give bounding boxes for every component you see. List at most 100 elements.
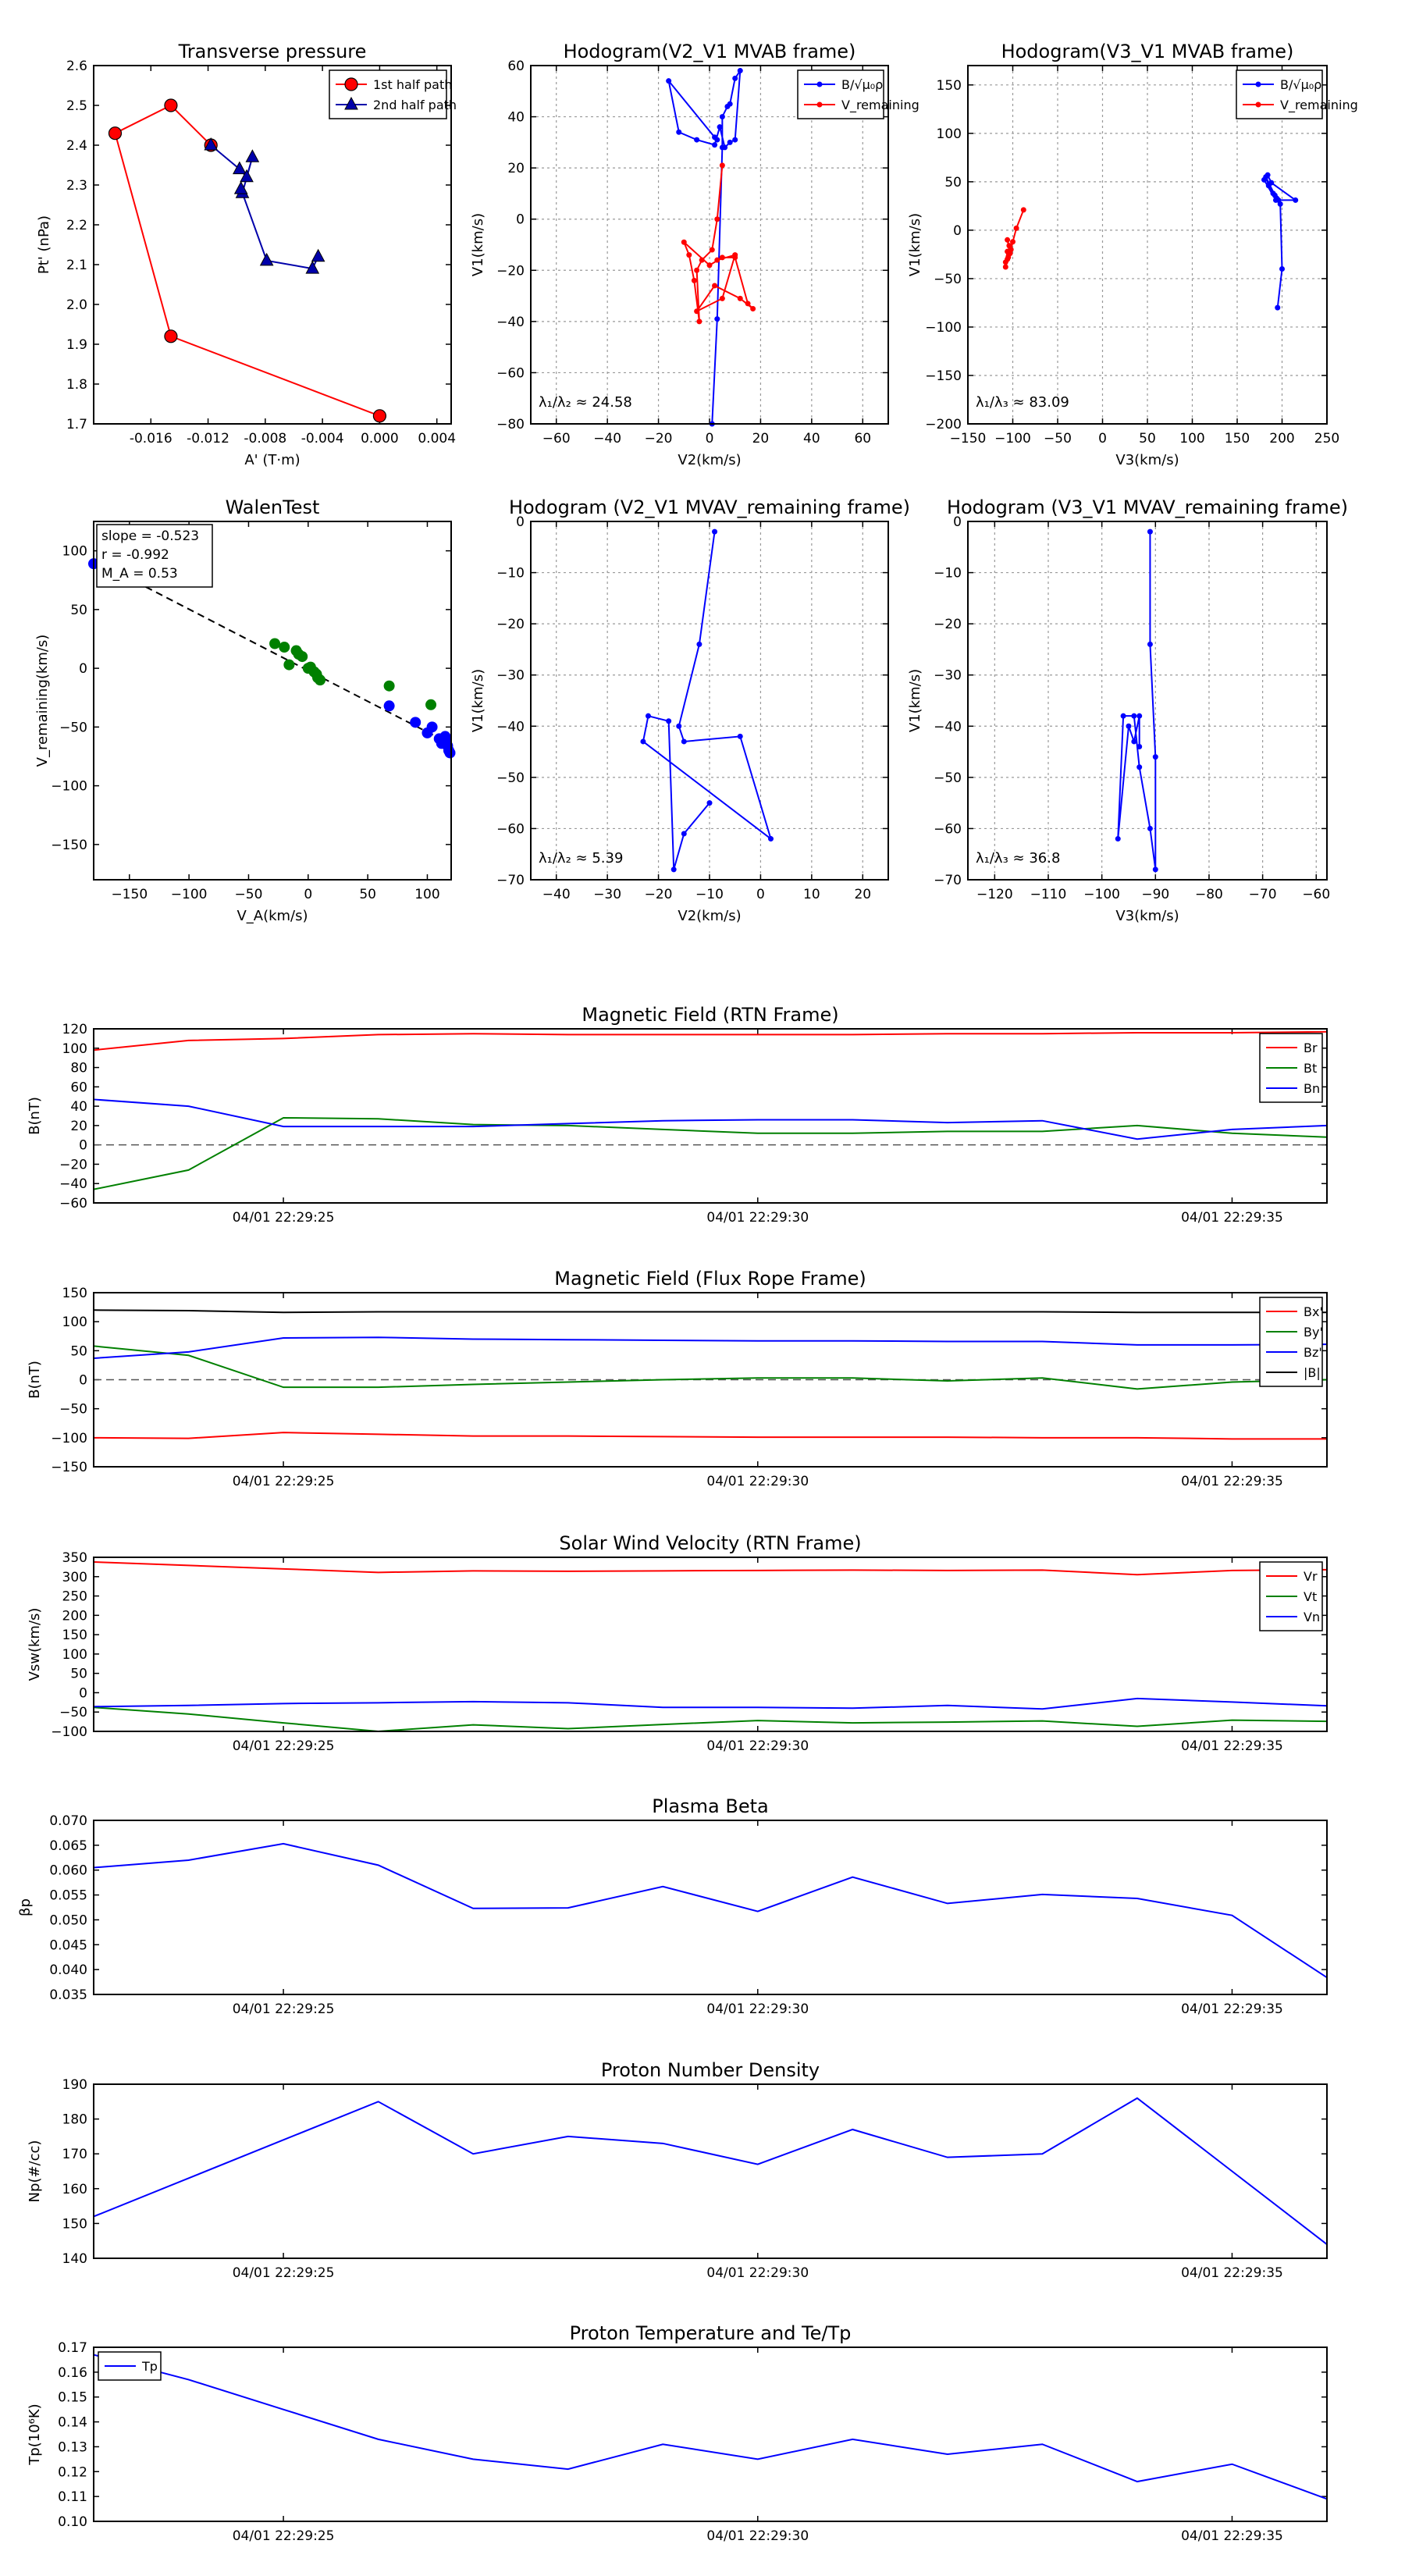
data-point — [245, 149, 260, 162]
data-point — [681, 738, 687, 745]
y-tick-label: 0.045 — [49, 1937, 87, 1953]
x-tick-label: 50 — [359, 887, 376, 902]
chart-title: Solar Wind Velocity (RTN Frame) — [559, 1532, 861, 1554]
x-axis-label: V2(km/s) — [678, 908, 741, 924]
plot-area — [531, 66, 888, 424]
data-point — [694, 137, 700, 143]
data-point — [164, 329, 178, 343]
data-point — [670, 866, 677, 873]
x-tick-label: −120 — [976, 887, 1013, 902]
y-tick-label: 170 — [62, 2147, 87, 2162]
chart-mv31: −120 −110 −100 −90 −80 −70 −60−70−60−50−40−30−… — [907, 496, 1348, 924]
data-point — [727, 139, 733, 145]
data-point — [1002, 264, 1008, 270]
y-tick-label: 2.2 — [66, 218, 87, 233]
data-point — [444, 747, 456, 759]
x-tick-label: 04/01 22:29:25 — [233, 1474, 335, 1489]
series-line — [93, 2097, 1328, 2245]
y-tick-label: −200 — [925, 417, 962, 432]
x-tick-label: 0 — [1098, 431, 1107, 447]
y-tick-label: 2.6 — [66, 59, 87, 74]
y-axis-label: V1(km/s) — [470, 669, 486, 732]
y-tick-label: −150 — [51, 838, 87, 853]
data-point — [1131, 738, 1137, 745]
legend: Br Bt Bn — [1259, 1033, 1323, 1103]
x-tick-label: −100 — [994, 431, 1031, 447]
y-tick-label: −150 — [925, 368, 962, 384]
y-tick-label: 150 — [62, 2216, 87, 2232]
data-point — [233, 161, 247, 175]
data-point — [666, 718, 672, 724]
chart-mv21: −40 −30 −20 −10 0 10 20−70−60−50−40−30−20−100H… — [470, 496, 910, 924]
y-tick-label: 100 — [62, 544, 87, 560]
legend: B/√μ₀ρ V_remaining — [797, 69, 919, 119]
data-point — [694, 267, 700, 273]
data-point — [426, 721, 438, 733]
series-line — [93, 1560, 1328, 1576]
y-tick-label: 0.050 — [49, 1912, 87, 1928]
y-tick-label: 100 — [62, 1041, 87, 1057]
data-point — [1006, 243, 1012, 249]
x-tick-label: 10 — [803, 887, 820, 902]
y-tick-label: 2.3 — [66, 178, 87, 194]
eigenvalue-ratio: λ₁/λ₂ ≈ 24.58 — [539, 394, 632, 411]
plot-frame — [93, 1820, 1328, 1995]
series-line — [642, 531, 773, 870]
x-axis-label: A' (T·m) — [244, 452, 300, 468]
legend-box — [797, 69, 884, 119]
legend-label: By' — [1304, 1325, 1323, 1340]
y-tick-label: −30 — [496, 668, 525, 684]
y-tick-label: 100 — [62, 1315, 87, 1330]
legend-label: Bz' — [1304, 1345, 1322, 1360]
data-point — [691, 277, 697, 283]
legend-label: 1st half path — [373, 77, 452, 92]
x-tick-label: −60 — [1302, 887, 1330, 902]
data-point — [240, 169, 254, 183]
y-tick-label: 0.15 — [58, 2390, 87, 2406]
y-tick-label: 2.5 — [66, 98, 87, 114]
plot-area — [968, 521, 1327, 880]
data-point — [1268, 180, 1275, 186]
x-tick-label: −80 — [1195, 887, 1223, 902]
y-axis-label: B(nT) — [27, 1097, 43, 1135]
data-point — [383, 700, 395, 712]
y-tick-label: −30 — [934, 668, 962, 684]
data-point — [750, 305, 756, 311]
series-line — [93, 1697, 1328, 1710]
data-point — [1147, 641, 1153, 647]
x-tick-label: 04/01 22:29:25 — [233, 2265, 335, 2281]
legend-label: 2nd half path — [373, 98, 457, 112]
chart-title: Proton Number Density — [601, 2059, 820, 2081]
x-tick-label: -0.012 — [187, 431, 229, 447]
data-point — [645, 713, 651, 719]
legend: 1st half path 2nd half path — [329, 69, 457, 119]
chart-title: Hodogram(V2_V1 MVAB frame) — [564, 41, 856, 62]
chart-h31: −150 −100 −50 0 50 100 150 200 250−200−150−100−5… — [907, 41, 1358, 468]
y-tick-label: 2.4 — [66, 138, 87, 154]
x-tick-label: 04/01 22:29:25 — [233, 2001, 335, 2017]
y-tick-label: −50 — [59, 1402, 87, 1418]
stats-line: r = -0.992 — [101, 547, 169, 563]
data-point — [719, 162, 725, 169]
y-axis-label: Pt' (nPa) — [36, 215, 52, 274]
x-tick-label: −20 — [645, 887, 673, 902]
data-point — [681, 239, 687, 245]
y-tick-label: 40 — [70, 1099, 87, 1115]
y-tick-label: 0 — [79, 1138, 87, 1154]
chart-bfr: 04/01 22:29:25 04/01 22:29:30 04/01 22:29:… — [27, 1268, 1328, 1489]
legend-label: B/√μ₀ρ — [1280, 77, 1321, 92]
data-point — [714, 316, 720, 322]
data-point — [305, 261, 320, 274]
x-tick-label: −20 — [645, 431, 673, 447]
legend-label: Vr — [1304, 1569, 1318, 1584]
x-tick-label: −60 — [542, 431, 571, 447]
data-point — [1115, 836, 1121, 842]
x-tick-label: −100 — [171, 887, 208, 902]
y-tick-label: −70 — [934, 873, 962, 888]
y-tick-label: 350 — [62, 1550, 87, 1566]
y-tick-label: −20 — [59, 1157, 87, 1172]
data-point — [709, 247, 715, 253]
y-tick-label: 2.0 — [66, 297, 87, 313]
data-point — [1013, 225, 1019, 231]
data-point — [410, 717, 422, 728]
